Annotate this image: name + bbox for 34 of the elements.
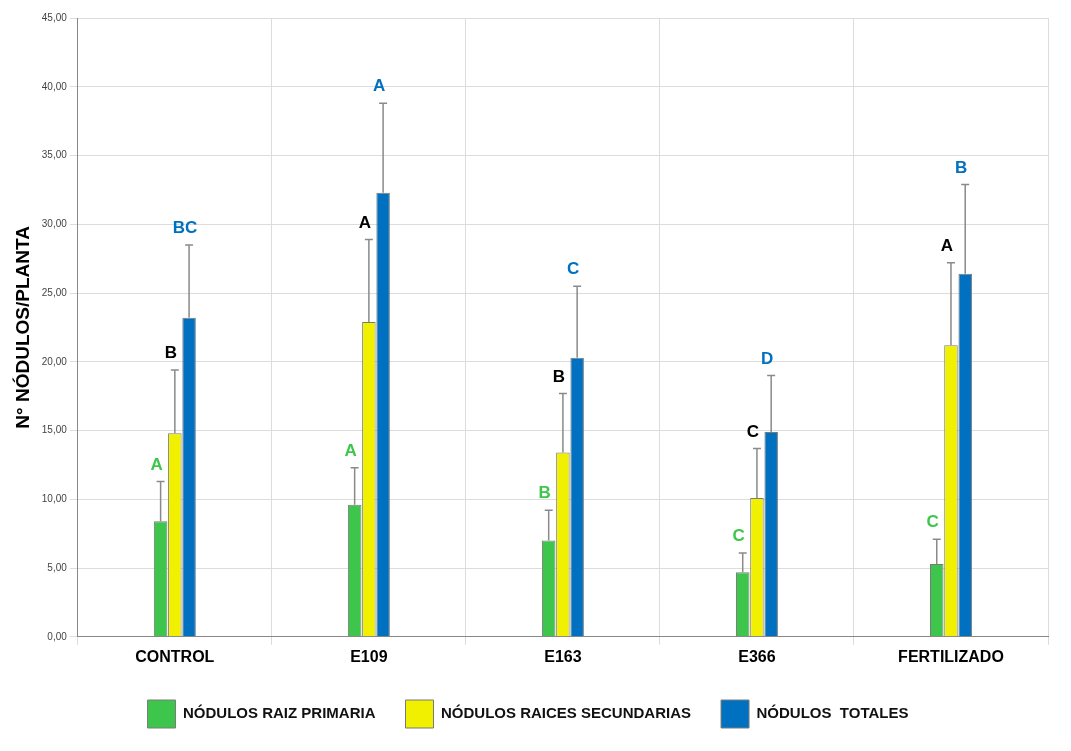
annotation: C xyxy=(746,421,760,441)
annotation: BC xyxy=(172,218,198,238)
y-tick-label: 40,00 xyxy=(41,80,68,92)
annotation: C xyxy=(567,259,580,279)
annotation: B xyxy=(552,366,566,386)
x-tick-label: E163 xyxy=(544,647,582,665)
y-tick-label: 20,00 xyxy=(41,355,68,367)
y-tick-label: 45,00 xyxy=(41,11,68,23)
annotation: A xyxy=(150,454,163,474)
annotation: B xyxy=(955,157,968,177)
y-tick-label: 10,00 xyxy=(41,493,68,505)
annotation: A xyxy=(344,440,357,460)
annotation: B xyxy=(164,343,177,363)
y-tick-label: 0,00 xyxy=(47,630,68,642)
y-axis-title: N° NÓDULOS/PLANTA xyxy=(11,225,33,429)
legend-label: NÓDULOS TOTALES xyxy=(756,704,909,722)
y-tick-label: 15,00 xyxy=(41,424,68,436)
annotation: B xyxy=(538,483,551,503)
y-tick-label: 35,00 xyxy=(41,149,68,161)
annotation: A xyxy=(372,76,386,96)
annotation: A xyxy=(358,212,372,232)
legend-label: NÓDULOS RAICES SECUNDARIAS xyxy=(441,704,692,722)
annotation: C xyxy=(926,512,939,532)
y-tick-label: 30,00 xyxy=(41,218,68,230)
annotation: D xyxy=(761,348,774,368)
x-tick-label: FERTILIZADO xyxy=(898,647,1004,665)
x-tick-label: E366 xyxy=(738,647,776,665)
x-tick-label: CONTROL xyxy=(135,647,215,665)
annotation: C xyxy=(732,526,745,546)
legend-label: NÓDULOS RAIZ PRIMARIA xyxy=(183,704,376,722)
y-tick-label: 5,00 xyxy=(47,561,68,573)
x-tick-label: E109 xyxy=(350,647,388,665)
annotation: A xyxy=(940,235,954,255)
y-tick-label: 25,00 xyxy=(41,286,68,298)
